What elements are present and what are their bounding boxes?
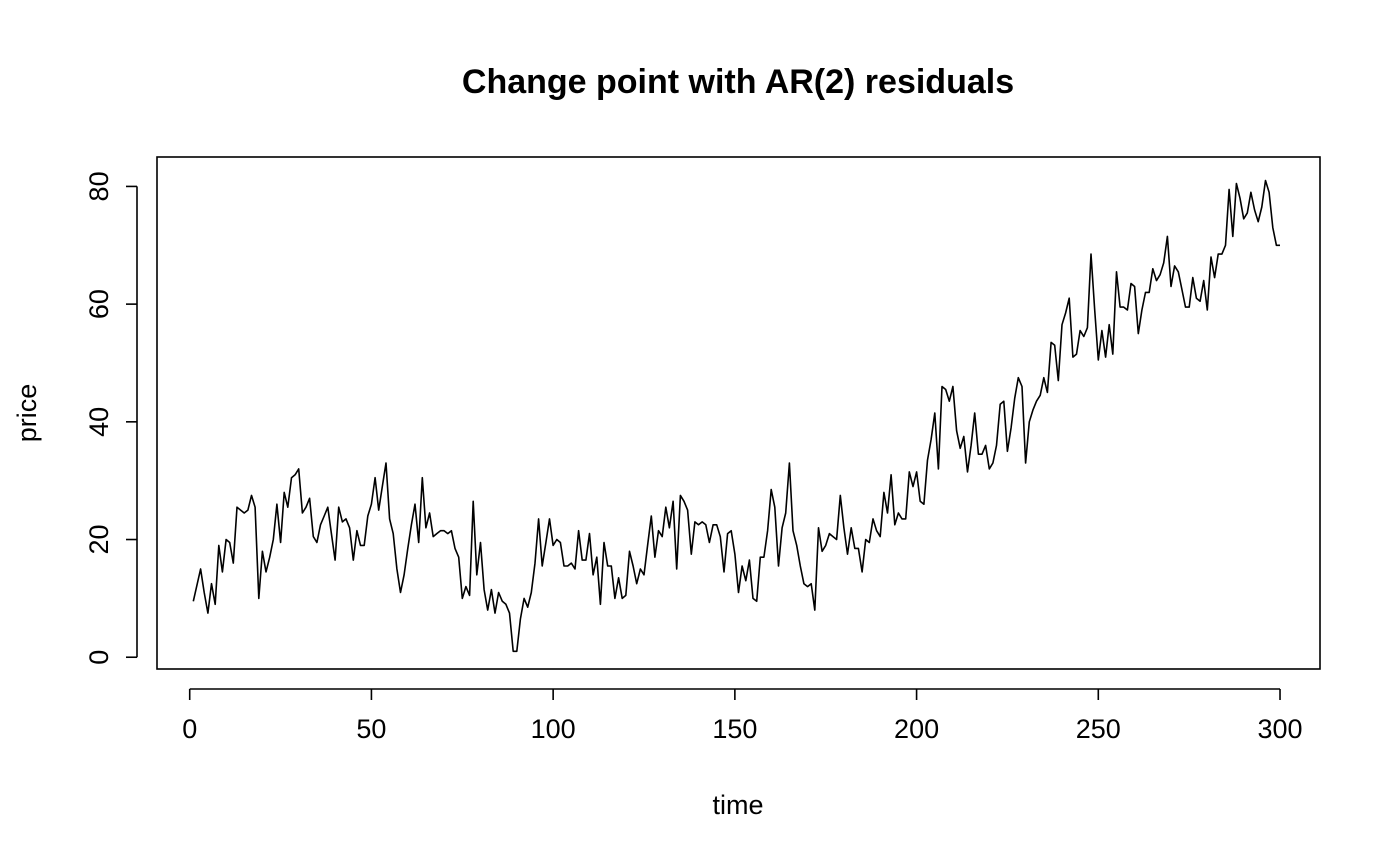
x-tick-label: 50 [356,714,386,744]
y-axis-label: price [12,384,42,443]
plot-frame [156,156,1321,670]
x-tick-label: 250 [1076,714,1121,744]
x-tick-label: 0 [182,714,197,744]
y-tick-label: 80 [84,171,114,201]
x-axis: 0 50 100 150 200 250 300 [182,688,1303,744]
y-tick-label: 0 [84,650,114,665]
x-tick-label: 300 [1257,714,1302,744]
x-tick-label: 200 [894,714,939,744]
series-layer [192,179,1280,653]
x-tick-label: 100 [531,714,576,744]
x-axis-label: time [712,790,763,820]
y-tick-label: 20 [84,525,114,555]
y-axis: 0 20 40 60 80 [84,171,138,665]
y-tick-label: 60 [84,289,114,319]
x-tick-label: 150 [712,714,757,744]
series-line [192,179,1280,653]
chart-title: Change point with AR(2) residuals [462,63,1014,101]
y-tick-label: 40 [84,407,114,437]
